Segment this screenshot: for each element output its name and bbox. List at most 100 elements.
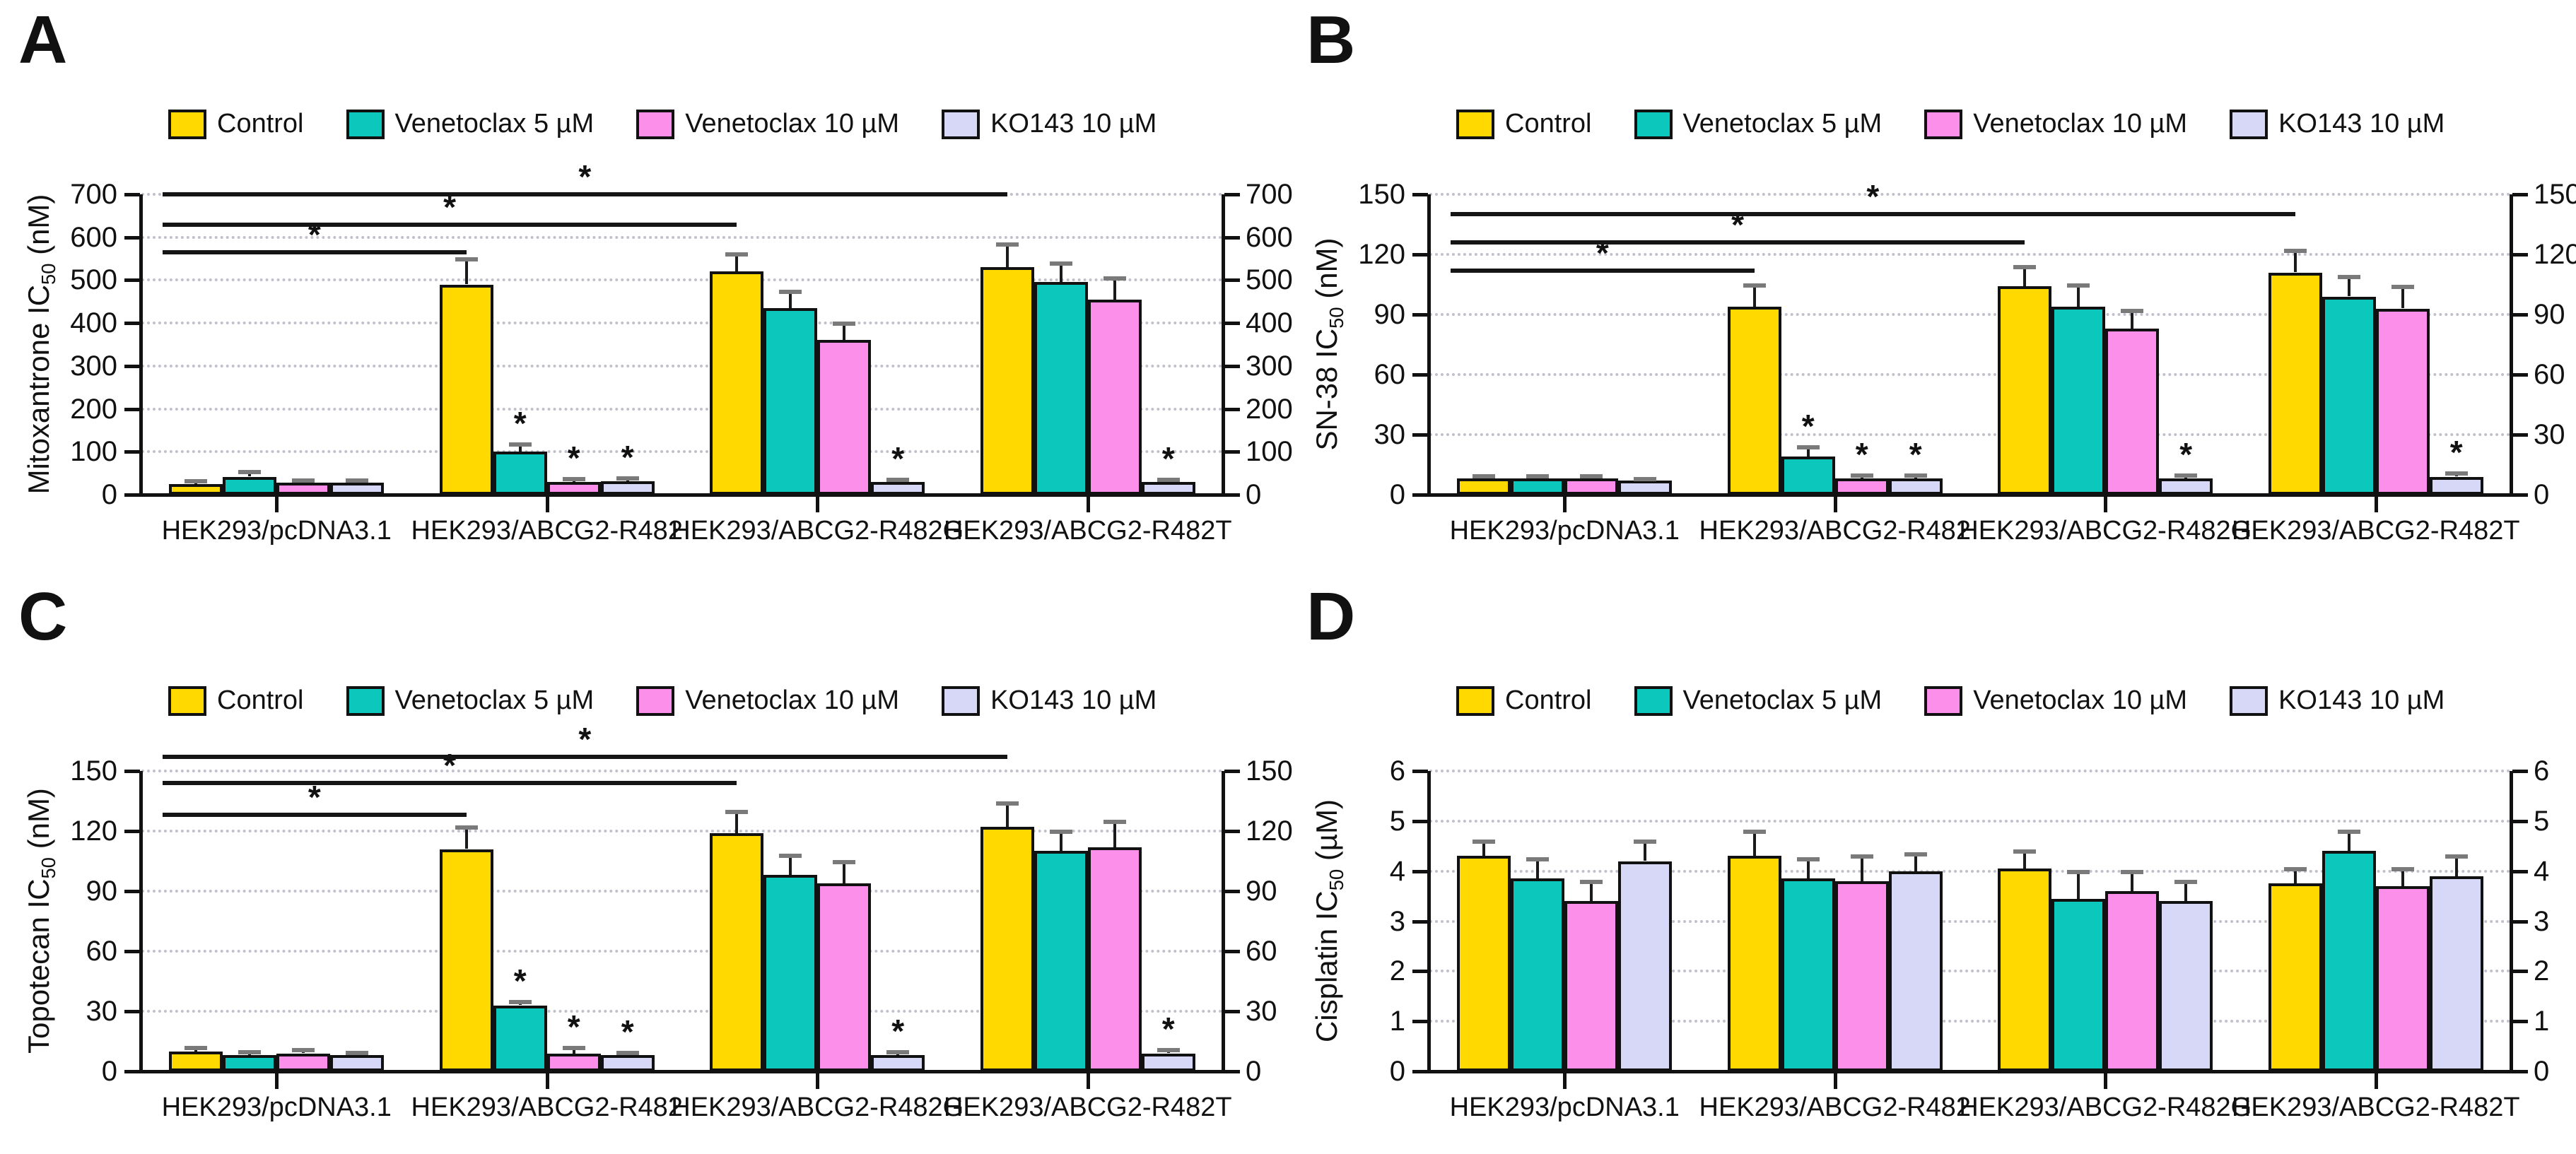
y-axis-tick-right: [2512, 253, 2528, 257]
error-bar-cap: [508, 442, 532, 447]
y-axis-tick-left: [1412, 819, 1428, 823]
significance-star: *: [1596, 234, 1609, 271]
significance-star: *: [1731, 206, 1745, 243]
panel-c: C Control Venetoclax 5 µM Venetoclax 10 µM…: [0, 577, 1293, 1154]
y-tick-label-right: 120: [1246, 816, 1293, 847]
x-axis-tick: [1833, 1073, 1837, 1089]
error-bar-cap: [1580, 879, 1603, 884]
error-bar-line: [789, 855, 792, 876]
error-bar-line: [843, 323, 846, 341]
bar-significance-star: *: [1855, 435, 1868, 473]
x-axis-tick: [2104, 1073, 2108, 1089]
y-axis-tick-right: [1224, 322, 1240, 326]
y-axis-tick-right: [1224, 1070, 1240, 1073]
significance-star: *: [1866, 178, 1880, 216]
error-bar-cap: [779, 854, 802, 858]
y-axis-tick-right: [1224, 193, 1240, 196]
gridline: [141, 890, 1223, 893]
error-bar-line: [2023, 851, 2027, 869]
error-bar-line: [1590, 881, 1593, 902]
legend: Control Venetoclax 5 µM Venetoclax 10 µM KO…: [168, 109, 1157, 139]
error-bar-cap: [779, 289, 802, 294]
error-bar-cap: [1743, 283, 1766, 288]
error-bar-cap: [1157, 1047, 1180, 1052]
bar-ko143-10-m-group2: [600, 1055, 655, 1071]
y-axis-tick-left: [1412, 253, 1428, 257]
bar-significance-star: *: [2449, 433, 2463, 471]
error-bar-line: [1482, 841, 1486, 856]
error-bar-cap: [2174, 879, 2198, 884]
legend-label: Venetoclax 10 µM: [685, 109, 900, 139]
bar-ko143-10-m-group4: [1141, 481, 1195, 495]
y-axis-tick-right: [2512, 919, 2528, 924]
y-tick-label-right: 500: [1246, 264, 1293, 296]
legend-swatch-icon: [2230, 685, 2268, 716]
error-bar-line: [2293, 250, 2297, 273]
error-bar-cap: [508, 999, 532, 1004]
error-bar-cap: [1473, 474, 1496, 479]
x-axis-tick: [1086, 497, 1090, 512]
legend-label: Control: [1505, 109, 1592, 139]
bar-ko143-10-m-group3: [2159, 901, 2213, 1071]
significance-line: [1451, 240, 2025, 245]
error-bar-line: [2023, 266, 2027, 287]
error-bar-cap: [185, 1046, 208, 1050]
y-axis-tick-left: [124, 493, 140, 497]
x-axis-baseline: [139, 493, 1225, 497]
y-axis-tick-left: [124, 407, 140, 411]
x-axis-tick: [2374, 1073, 2378, 1089]
y-tick-label-right: 300: [1246, 350, 1293, 382]
y-axis-tick-left: [1412, 770, 1428, 773]
error-bar-cap: [1743, 830, 1766, 834]
panel-b: B Control Venetoclax 5 µM Venetoclax 10 µM…: [1288, 0, 2576, 577]
y-axis-title: SN-38 IC50 (nM): [1309, 237, 1348, 451]
bar-venetoclax-10-m-group3: [2105, 328, 2160, 495]
gridline: [141, 450, 1223, 454]
bar-ko143-10-m-group4: [2429, 476, 2483, 495]
bar-venetoclax-5-m-group1: [223, 476, 277, 495]
legend-label: KO143 10 µM: [2278, 109, 2445, 139]
y-axis-tick-left: [1412, 1020, 1428, 1024]
bar-venetoclax-5-m-group2: [1781, 878, 1835, 1071]
bar-venetoclax-10-m-group4: [1087, 299, 1142, 495]
error-bar-line: [2347, 831, 2350, 852]
bar-venetoclax-5-m-group3: [2051, 306, 2106, 495]
bar-ko143-10-m-group2: [1888, 871, 1943, 1071]
bar-ko143-10-m-group4: [2429, 876, 2483, 1071]
error-bar-cap: [1634, 840, 1657, 844]
error-bar-line: [1536, 858, 1540, 879]
y-tick-label-right: 0: [2534, 1056, 2550, 1087]
y-tick-label-left: 60: [1374, 359, 1406, 390]
bar-control-group1: [169, 483, 223, 495]
y-tick-label-right: 90: [2534, 299, 2565, 330]
error-bar-cap: [2391, 867, 2414, 872]
gridline: [1429, 373, 2511, 376]
y-tick-label-left: 4: [1389, 855, 1405, 887]
error-bar-line: [735, 253, 739, 272]
legend-item-1: Control: [1456, 109, 1592, 139]
legend-swatch-icon: [168, 685, 206, 716]
error-bar-cap: [995, 801, 1019, 806]
significance-line: [163, 813, 467, 818]
x-category-label: HEK293/ABCG2-R482G: [1959, 1093, 2252, 1122]
error-bar-cap: [833, 322, 856, 326]
bar-control-group2: [439, 284, 493, 495]
bar-control-group2: [1727, 856, 1781, 1071]
y-axis-left: [139, 194, 143, 497]
y-tick-label-left: 3: [1389, 905, 1405, 937]
y-tick-label-left: 200: [70, 393, 117, 425]
y-axis-tick-left: [124, 890, 140, 893]
bar-control-group4: [980, 267, 1034, 495]
plot-area: 0 0 1 1 2 2 3 3 4 4 5 5 6 6 HEK293/pcDNA3.1 HEK293/ABCG…: [1390, 756, 2550, 1122]
y-tick-label-left: 1: [1389, 1006, 1405, 1037]
bar-venetoclax-10-m-group2: [546, 481, 601, 495]
error-bar-cap: [455, 825, 478, 830]
y-tick-label-right: 6: [2534, 755, 2550, 787]
y-tick-label-right: 120: [2534, 239, 2576, 270]
error-bar-cap: [2445, 471, 2468, 476]
error-bar-cap: [886, 1049, 910, 1054]
bar-significance-star: *: [891, 440, 905, 478]
legend-label: Control: [217, 685, 304, 715]
y-tick-label-right: 600: [1246, 221, 1293, 253]
panel-letter: D: [1306, 579, 1357, 654]
